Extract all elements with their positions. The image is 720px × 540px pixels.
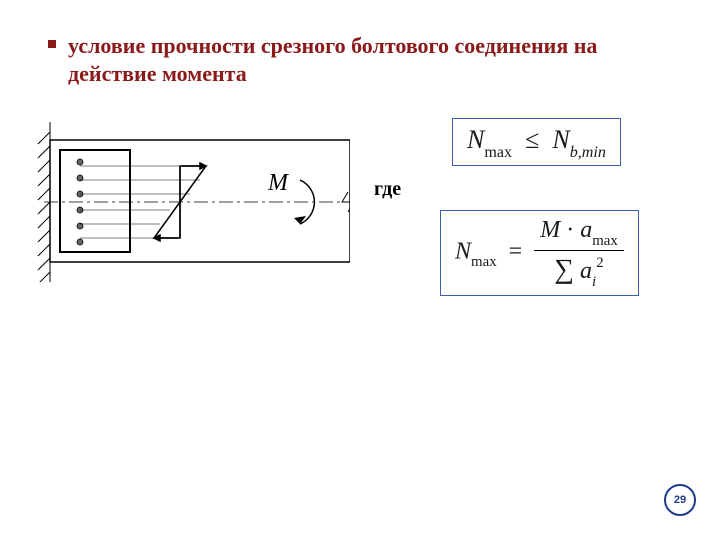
formula-strength-condition: Nmax ≤ Nb,min bbox=[452, 118, 621, 166]
moment-label: M bbox=[267, 170, 290, 196]
heading-block: условие прочности срезного болтового сое… bbox=[48, 32, 608, 87]
formula-nmax: Nmax = M · amax ∑ ai2 bbox=[440, 210, 639, 296]
heading-text: условие прочности срезного болтового сое… bbox=[68, 32, 608, 87]
beam-diagram: M bbox=[0, 122, 350, 282]
where-label: где bbox=[374, 178, 401, 201]
page-number-badge: 29 bbox=[664, 484, 696, 516]
bullet-icon bbox=[48, 40, 58, 50]
page-number: 29 bbox=[674, 494, 686, 506]
